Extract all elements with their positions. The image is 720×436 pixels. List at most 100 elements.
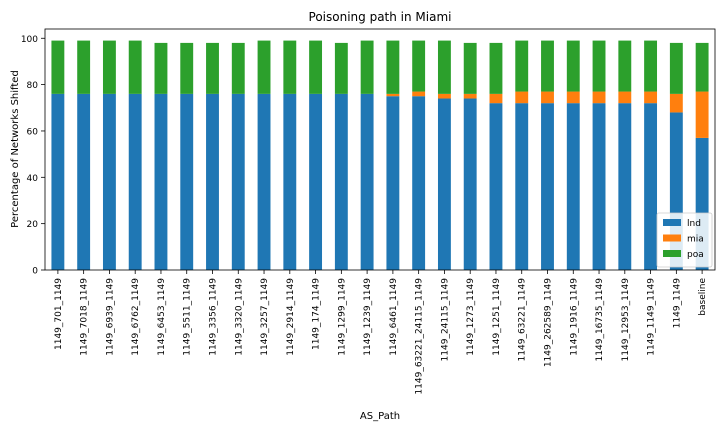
bar-lnd-9 <box>283 93 297 270</box>
bar-poa-1 <box>77 40 91 94</box>
x-tick-label: 1149_6461_1149 <box>389 278 399 356</box>
bar-lnd-3 <box>128 93 142 270</box>
bar-mia-14 <box>412 91 426 97</box>
bar-poa-2 <box>102 40 116 94</box>
bar-lnd-6 <box>206 93 219 270</box>
bar-poa-25 <box>695 42 709 92</box>
x-tick-label: 1149_63221_1149 <box>518 278 528 362</box>
bar-mia-21 <box>592 91 606 104</box>
bar-lnd-11 <box>334 93 348 270</box>
bar-lnd-8 <box>257 93 271 270</box>
bar-poa-22 <box>618 40 632 92</box>
y-tick-label: 0 <box>32 267 38 277</box>
legend: lnd mia poa <box>656 212 713 268</box>
bar-lnd-12 <box>360 93 374 270</box>
bar-lnd-19 <box>541 103 554 271</box>
y-tick-label: 20 <box>27 220 39 230</box>
x-tick-label: 1149_1149 <box>672 278 682 329</box>
bar-poa-11 <box>334 42 348 94</box>
legend-label-mia: mia <box>687 235 704 245</box>
bar-lnd-2 <box>102 93 116 270</box>
x-tick-label: 1149_6939_1149 <box>105 278 115 356</box>
bar-lnd-14 <box>412 96 426 270</box>
legend-swatch-lnd <box>663 219 681 226</box>
x-tick-label: 1149_5511_1149 <box>183 278 193 356</box>
legend-label-poa: poa <box>687 250 704 260</box>
bar-poa-21 <box>592 40 606 92</box>
bar-mia-13 <box>386 93 400 97</box>
bar-poa-14 <box>412 40 426 92</box>
bar-lnd-23 <box>644 103 658 271</box>
bar-mia-25 <box>695 91 709 138</box>
x-tick-label: 1149_24115_1149 <box>440 278 450 362</box>
x-tick-label: 1149_701_1149 <box>54 278 64 350</box>
bar-poa-20 <box>566 40 580 92</box>
y-axis-label: Percentage of Networks Shifted <box>10 70 21 228</box>
x-tick-label: 1149_3356_1149 <box>209 278 219 356</box>
bar-lnd-1 <box>77 93 91 270</box>
bar-poa-8 <box>257 40 271 94</box>
y-tick-label: 100 <box>21 35 38 45</box>
bar-poa-5 <box>180 42 194 94</box>
bar-lnd-13 <box>386 96 400 270</box>
bar-mia-16 <box>463 93 477 99</box>
bar-lnd-22 <box>618 103 632 271</box>
bar-mia-18 <box>515 91 529 104</box>
x-tick-label: 1149_3320_1149 <box>234 278 244 356</box>
bar-poa-23 <box>644 40 658 92</box>
plot-frame <box>44 28 716 271</box>
x-tick-label: 1149_1916_1149 <box>569 278 579 356</box>
x-tick-label: baseline <box>698 278 708 316</box>
x-tick-label: 1149_1299_1149 <box>337 278 347 356</box>
x-tick-label: 1149_262589_1149 <box>544 278 554 367</box>
bar-poa-7 <box>231 42 245 94</box>
bar-lnd-18 <box>515 103 529 271</box>
bar-lnd-17 <box>489 103 503 271</box>
x-tick-label: 1149_3257_1149 <box>260 278 270 356</box>
legend-label-lnd: lnd <box>687 219 701 229</box>
x-tick-label: 1149_16735_1149 <box>595 278 605 362</box>
bar-poa-19 <box>541 40 554 92</box>
x-tick-label: 1149_1239_1149 <box>363 278 373 356</box>
bar-lnd-15 <box>437 98 451 271</box>
bar-mia-22 <box>618 91 632 104</box>
bar-lnd-16 <box>463 98 477 271</box>
x-tick-label: 1149_63221_24115_1149 <box>415 278 425 395</box>
bar-mia-15 <box>437 93 451 99</box>
bar-poa-24 <box>669 42 683 94</box>
bar-mia-20 <box>566 91 580 104</box>
axes-layer: 0 20 40 60 80 100 1149_701_1149 1149_7018_1149 1… <box>21 28 716 395</box>
legend-swatch-mia <box>663 234 681 242</box>
x-tick-label: 1149_1273_1149 <box>466 278 476 356</box>
bar-poa-15 <box>437 40 451 94</box>
bar-lnd-20 <box>566 103 580 271</box>
bar-lnd-10 <box>309 93 323 270</box>
bar-mia-19 <box>541 91 554 104</box>
bar-poa-16 <box>463 42 477 94</box>
bar-poa-0 <box>51 40 65 94</box>
bar-lnd-0 <box>51 93 65 270</box>
bars-layer <box>51 40 709 271</box>
bar-lnd-4 <box>154 93 168 270</box>
bar-poa-10 <box>309 40 323 94</box>
x-tick-label: 1149_6762_1149 <box>131 278 141 356</box>
x-tick-label: 1149_6453_1149 <box>157 278 167 356</box>
x-tick-label: 1149_1251_1149 <box>492 278 502 356</box>
x-tick-label: 1149_2914_1149 <box>286 278 296 356</box>
chart-title: Poisoning path in Miami <box>309 10 452 24</box>
x-tick-label: 1149_12953_1149 <box>621 278 631 362</box>
bar-lnd-21 <box>592 103 606 271</box>
x-axis-label: AS_Path <box>360 411 400 422</box>
y-tick-label: 40 <box>27 174 39 184</box>
x-tick-label: 1149_1149_1149 <box>647 278 657 356</box>
bar-mia-24 <box>669 93 683 113</box>
bar-mia-23 <box>644 91 658 104</box>
bar-lnd-5 <box>180 93 194 270</box>
y-tick-label: 80 <box>27 81 39 91</box>
bar-poa-17 <box>489 42 503 94</box>
bar-poa-6 <box>206 42 219 94</box>
bar-poa-18 <box>515 40 529 92</box>
bar-poa-12 <box>360 40 374 94</box>
